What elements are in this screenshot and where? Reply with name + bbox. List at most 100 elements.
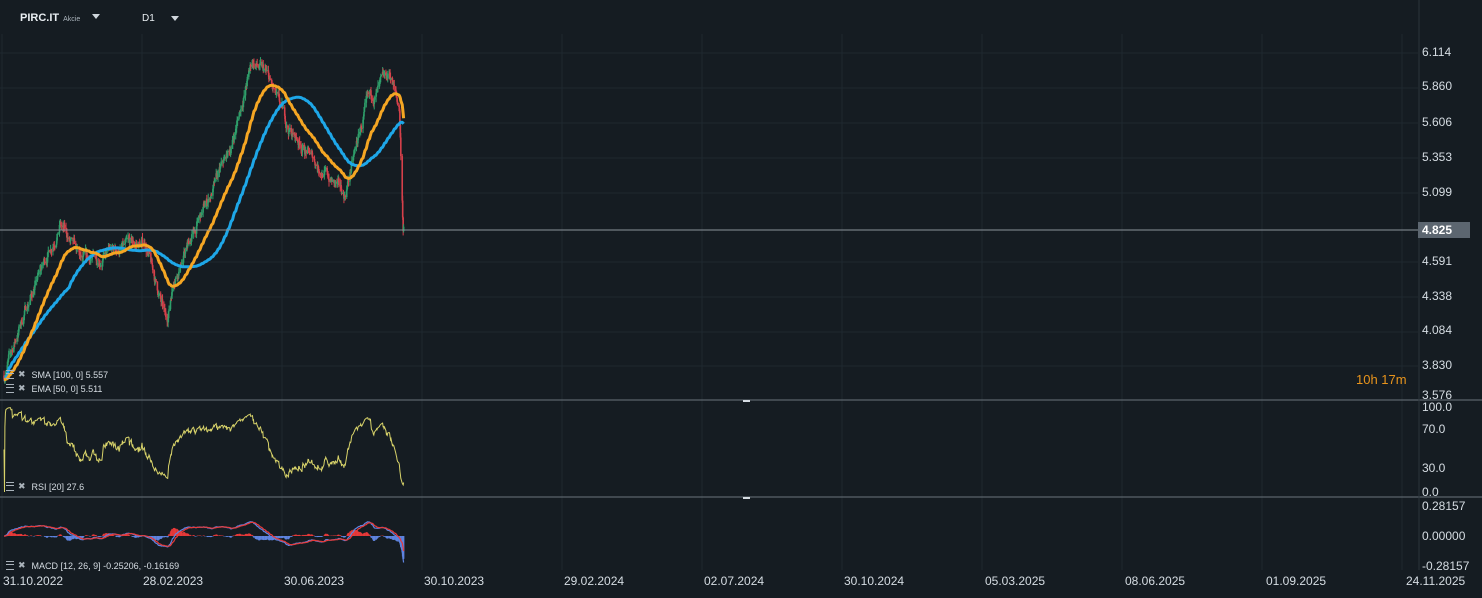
candle-body xyxy=(243,95,245,98)
candle-body xyxy=(230,148,232,154)
candle-body xyxy=(178,271,180,276)
candle-body xyxy=(27,304,30,307)
settings-icon[interactable] xyxy=(6,384,14,393)
pane-resize-handle[interactable] xyxy=(743,497,750,499)
macd-histogram-bar xyxy=(300,535,302,536)
candle-body xyxy=(347,180,350,182)
macd-histogram-bar xyxy=(82,536,85,538)
candle-body xyxy=(334,181,337,184)
candle-body xyxy=(251,62,253,67)
candle-body xyxy=(213,178,216,183)
date-tick: 30.06.2023 xyxy=(284,574,344,588)
candle-body xyxy=(386,74,389,79)
candle-body xyxy=(129,239,131,244)
close-icon[interactable]: ✖ xyxy=(18,383,26,393)
candle-body xyxy=(326,167,328,173)
candle-body xyxy=(183,251,185,256)
candle-body xyxy=(70,237,72,240)
macd-histogram-bar xyxy=(213,534,216,536)
macd-histogram-bar xyxy=(70,536,72,540)
candle-body xyxy=(360,127,363,129)
candle-body xyxy=(236,118,239,121)
macd-axis[interactable]: 0.28157 0.00000 -0.28157 xyxy=(1422,499,1470,573)
price-tick: 5.860 xyxy=(1422,79,1452,93)
candle-countdown: 10h 17m xyxy=(1356,372,1407,387)
legend-macd-label: MACD [12, 26, 9] -0.25206, -0.16169 xyxy=(31,560,180,571)
candle-body xyxy=(269,78,272,80)
macd-histogram-bar xyxy=(282,536,285,538)
candle-body xyxy=(14,340,17,342)
chevron-down-icon xyxy=(92,14,101,19)
candle-body xyxy=(288,129,290,135)
macd-histogram-bar xyxy=(305,534,307,536)
macd-histogram-bar xyxy=(151,536,154,540)
macd-histogram-bar xyxy=(347,532,350,536)
timeframe-selector[interactable]: D1 xyxy=(142,13,179,24)
legend-rsi: ✖ RSI [20] 27.6 xyxy=(6,481,84,492)
candle-body xyxy=(240,109,242,112)
candle-body xyxy=(292,132,294,135)
macd-histogram-bar xyxy=(369,535,371,536)
macd-histogram-bar xyxy=(155,536,157,540)
candle-body xyxy=(272,87,275,89)
pane-resize-handle[interactable] xyxy=(743,400,750,402)
symbol-selector[interactable]: PIRC.IT Akcie xyxy=(20,12,101,24)
candle-body xyxy=(86,252,88,257)
macd-histogram-bar xyxy=(236,533,239,536)
candle-body xyxy=(174,277,177,282)
price-tick: 4.084 xyxy=(1422,323,1452,337)
candle-body xyxy=(248,70,250,77)
macd-histogram-bar xyxy=(373,536,376,541)
settings-icon[interactable] xyxy=(6,561,14,570)
candle-body xyxy=(242,97,245,104)
legend-ema: ✖ EMA [50, 0] 5.511 xyxy=(6,383,102,394)
close-icon[interactable]: ✖ xyxy=(18,560,26,570)
macd-histogram-bar xyxy=(344,536,347,538)
candle-body xyxy=(158,293,161,295)
candle-body xyxy=(396,101,399,105)
settings-icon[interactable] xyxy=(6,482,14,491)
macd-histogram-bar xyxy=(44,536,46,537)
candle-body xyxy=(370,90,372,95)
candle-body xyxy=(156,281,159,291)
candle-body xyxy=(73,238,76,244)
macd-signal-line xyxy=(4,521,405,552)
macd-histogram-bar xyxy=(47,536,50,537)
macd-histogram-bar xyxy=(259,536,262,540)
settings-icon[interactable] xyxy=(6,370,14,379)
date-tick: 05.03.2025 xyxy=(985,574,1045,588)
macd-histogram-bar xyxy=(26,535,29,536)
close-icon[interactable]: ✖ xyxy=(18,369,26,379)
candle-body xyxy=(161,299,164,305)
macd-histogram-bar xyxy=(368,534,371,536)
candle-body xyxy=(253,63,255,67)
time-axis[interactable]: 31.10.2022 28.02.2023 30.06.2023 30.10.2… xyxy=(3,574,1465,588)
rsi-axis[interactable]: 100.0 70.0 30.0 0.0 xyxy=(1422,400,1452,499)
macd-histogram-bar xyxy=(240,534,242,536)
candle-body xyxy=(401,156,404,201)
macd-histogram-bar xyxy=(251,535,254,536)
macd-histogram xyxy=(3,527,405,560)
candle-body xyxy=(354,147,356,150)
candle-body xyxy=(29,295,32,300)
candle-body xyxy=(393,84,396,87)
candle-body xyxy=(179,264,182,272)
macd-histogram-bar xyxy=(189,534,191,536)
candle-body xyxy=(285,125,288,128)
macd-histogram-bar xyxy=(390,536,392,539)
price-axis[interactable]: 6.114 5.860 5.606 5.353 5.099 4.591 4.33… xyxy=(1422,45,1452,402)
close-icon[interactable]: ✖ xyxy=(18,481,26,491)
candle-body xyxy=(202,207,204,213)
candle-body xyxy=(89,259,92,261)
candle-body xyxy=(355,141,358,148)
candle-body xyxy=(36,275,39,280)
candle-body xyxy=(210,194,212,199)
candle-body xyxy=(266,70,268,72)
candle-body xyxy=(318,171,321,174)
candle-body xyxy=(235,124,238,129)
candle-body xyxy=(155,279,157,282)
macd-histogram-bar xyxy=(370,536,373,539)
macd-histogram-bar xyxy=(256,536,259,540)
macd-histogram-bar xyxy=(269,536,272,541)
